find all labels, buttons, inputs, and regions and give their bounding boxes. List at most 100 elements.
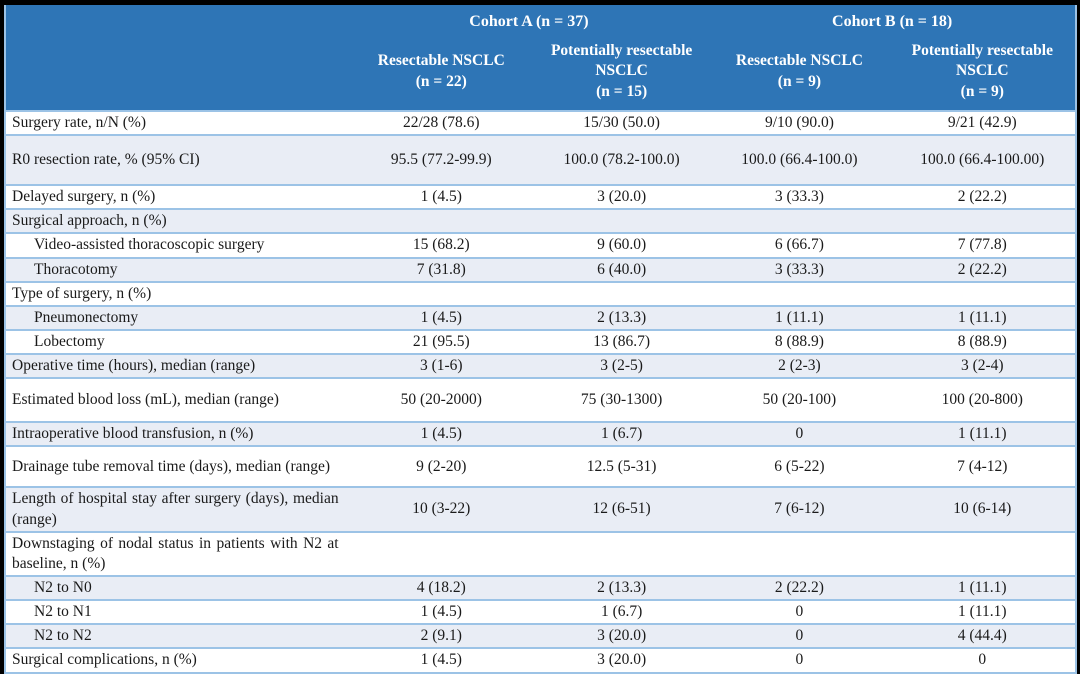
table-row: Thoracotomy 7 (31.8) 6 (40.0) 3 (33.3) 2… bbox=[5, 258, 1076, 282]
row-label: N2 to N0 bbox=[5, 576, 349, 600]
value-cell: 1 (11.1) bbox=[890, 576, 1076, 600]
value-cell: 3 (20.0) bbox=[534, 185, 709, 209]
value-cell: 21 (95.5) bbox=[349, 330, 534, 354]
value-cell: 10 (6-14) bbox=[890, 487, 1076, 531]
column-n: (n = 22) bbox=[359, 72, 524, 92]
table-row: Intraoperative blood transfusion, n (%) … bbox=[5, 422, 1076, 446]
value-cell bbox=[349, 209, 534, 233]
row-label: Estimated blood loss (mL), median (range… bbox=[5, 378, 349, 422]
value-cell: 1 (11.1) bbox=[709, 306, 889, 330]
table-row: Drainage tube removal time (days), media… bbox=[5, 446, 1076, 487]
value-cell: 7 (77.8) bbox=[890, 233, 1076, 257]
value-cell: 9/21 (42.9) bbox=[890, 111, 1076, 135]
value-cell: 95.5 (77.2-99.9) bbox=[349, 135, 534, 185]
value-cell bbox=[349, 532, 534, 576]
value-cell: 1 (4.5) bbox=[349, 422, 534, 446]
value-cell: 2 (2-3) bbox=[709, 354, 889, 378]
value-cell bbox=[534, 282, 709, 306]
value-cell: 4 (44.4) bbox=[890, 624, 1076, 648]
row-label: Pneumonectomy bbox=[5, 306, 349, 330]
value-cell: 2 (13.3) bbox=[534, 576, 709, 600]
table-row: Operative time (hours), median (range) 3… bbox=[5, 354, 1076, 378]
value-cell: 50 (20-2000) bbox=[349, 378, 534, 422]
row-label: N2 to N2 bbox=[5, 624, 349, 648]
row-label: Intraoperative blood transfusion, n (%) bbox=[5, 422, 349, 446]
value-cell bbox=[709, 209, 889, 233]
cohort-header-row: Cohort A (n = 37) Cohort B (n = 18) bbox=[5, 5, 1076, 33]
value-cell: 75 (30-1300) bbox=[534, 378, 709, 422]
column-n: (n = 9) bbox=[900, 82, 1065, 102]
column-title: Resectable NSCLC bbox=[736, 52, 863, 69]
value-cell: 100.0 (66.4-100.00) bbox=[890, 135, 1076, 185]
row-label: Length of hospital stay after surgery (d… bbox=[5, 487, 349, 531]
value-cell bbox=[349, 282, 534, 306]
value-cell: 100.0 (66.4-100.0) bbox=[709, 135, 889, 185]
table-row: Length of hospital stay after surgery (d… bbox=[5, 487, 1076, 531]
value-cell: 6 (40.0) bbox=[534, 258, 709, 282]
row-label: Delayed surgery, n (%) bbox=[5, 185, 349, 209]
table-row: Video-assisted thoracoscopic surgery 15 … bbox=[5, 233, 1076, 257]
table-header: Cohort A (n = 37) Cohort B (n = 18) Rese… bbox=[5, 5, 1076, 111]
table-row: Lobectomy 21 (95.5) 13 (86.7) 8 (88.9) 8… bbox=[5, 330, 1076, 354]
value-cell bbox=[709, 532, 889, 576]
value-cell: 6 (66.7) bbox=[709, 233, 889, 257]
value-cell: 1 (11.1) bbox=[890, 600, 1076, 624]
row-label: Downstaging of nodal status in patients … bbox=[5, 532, 349, 576]
row-label: Surgical complications, n (%) bbox=[5, 648, 349, 672]
value-cell: 7 (31.8) bbox=[349, 258, 534, 282]
value-cell: 3 (33.3) bbox=[709, 258, 889, 282]
row-label: Type of surgery, n (%) bbox=[5, 282, 349, 306]
column-title: Resectable NSCLC bbox=[378, 52, 505, 69]
value-cell: 0 bbox=[709, 624, 889, 648]
value-cell: 1 (6.7) bbox=[534, 600, 709, 624]
value-cell: 2 (22.2) bbox=[890, 258, 1076, 282]
table-row: Surgery rate, n/N (%) 22/28 (78.6) 15/30… bbox=[5, 111, 1076, 135]
column-title: Potentially resectable NSCLC bbox=[551, 42, 692, 79]
value-cell: 3 (1-6) bbox=[349, 354, 534, 378]
value-cell: 10 (3-22) bbox=[349, 487, 534, 531]
value-cell: 3 (2-4) bbox=[890, 354, 1076, 378]
row-label: N2 to N1 bbox=[5, 600, 349, 624]
value-cell: 50 (20-100) bbox=[709, 378, 889, 422]
value-cell: 22/28 (78.6) bbox=[349, 111, 534, 135]
value-cell: 4 (18.2) bbox=[349, 576, 534, 600]
table-row: N2 to N1 1 (4.5) 1 (6.7) 0 1 (11.1) bbox=[5, 600, 1076, 624]
value-cell: 1 (4.5) bbox=[349, 648, 534, 672]
value-cell: 0 bbox=[709, 648, 889, 672]
value-cell: 3 (20.0) bbox=[534, 624, 709, 648]
column-header-potentially-resectable-a: Potentially resectable NSCLC (n = 15) bbox=[534, 33, 709, 111]
value-cell: 3 (20.0) bbox=[534, 648, 709, 672]
value-cell: 1 (11.1) bbox=[890, 306, 1076, 330]
value-cell: 12 (6-51) bbox=[534, 487, 709, 531]
value-cell: 2 (22.2) bbox=[709, 576, 889, 600]
row-label: Operative time (hours), median (range) bbox=[5, 354, 349, 378]
value-cell: 0 bbox=[890, 648, 1076, 672]
column-title: Potentially resectable NSCLC bbox=[912, 42, 1053, 79]
table-body: Surgery rate, n/N (%) 22/28 (78.6) 15/30… bbox=[5, 111, 1076, 673]
value-cell: 2 (9.1) bbox=[349, 624, 534, 648]
column-header-resectable-a: Resectable NSCLC (n = 22) bbox=[349, 33, 534, 111]
row-label: Thoracotomy bbox=[5, 258, 349, 282]
table-row: Delayed surgery, n (%) 1 (4.5) 3 (20.0) … bbox=[5, 185, 1076, 209]
column-n: (n = 15) bbox=[548, 82, 695, 102]
value-cell: 1 (4.5) bbox=[349, 306, 534, 330]
table-row: Downstaging of nodal status in patients … bbox=[5, 532, 1076, 576]
row-label: Lobectomy bbox=[5, 330, 349, 354]
value-cell: 1 (4.5) bbox=[349, 185, 534, 209]
value-cell bbox=[709, 282, 889, 306]
value-cell: 7 (6-12) bbox=[709, 487, 889, 531]
value-cell bbox=[534, 532, 709, 576]
value-cell: 12.5 (5-31) bbox=[534, 446, 709, 487]
value-cell bbox=[890, 209, 1076, 233]
row-label: Drainage tube removal time (days), media… bbox=[5, 446, 349, 487]
table-row: Type of surgery, n (%) bbox=[5, 282, 1076, 306]
value-cell: 3 (33.3) bbox=[709, 185, 889, 209]
table-row: N2 to N2 2 (9.1) 3 (20.0) 0 4 (44.4) bbox=[5, 624, 1076, 648]
table-row: Estimated blood loss (mL), median (range… bbox=[5, 378, 1076, 422]
value-cell: 100 (20-800) bbox=[890, 378, 1076, 422]
value-cell: 0 bbox=[709, 600, 889, 624]
table-row: N2 to N0 4 (18.2) 2 (13.3) 2 (22.2) 1 (1… bbox=[5, 576, 1076, 600]
table-row: R0 resection rate, % (95% CI) 95.5 (77.2… bbox=[5, 135, 1076, 185]
value-cell: 100.0 (78.2-100.0) bbox=[534, 135, 709, 185]
value-cell: 1 (11.1) bbox=[890, 422, 1076, 446]
